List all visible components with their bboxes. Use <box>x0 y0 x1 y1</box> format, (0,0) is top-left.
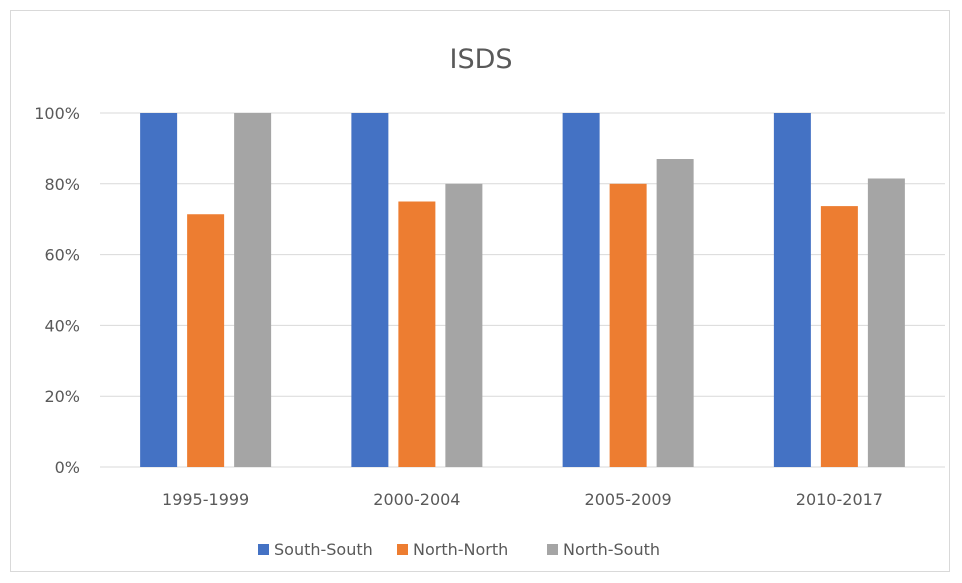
x-tick-label: 1995-1999 <box>162 490 249 509</box>
x-tick-label: 2010-2017 <box>796 490 883 509</box>
gridlines <box>100 112 945 468</box>
y-tick-label: 40% <box>44 316 80 335</box>
x-tick-label: 2000-2004 <box>373 490 460 509</box>
bar <box>351 113 389 467</box>
y-axis-ticks: 0% 20% 40% 60% 80% 100% <box>34 104 80 477</box>
legend-label: North-North <box>413 540 508 559</box>
bar <box>140 113 178 467</box>
legend-swatch <box>397 544 408 555</box>
legend-swatch <box>258 544 269 555</box>
legend-label: North-South <box>563 540 660 559</box>
legend-label: South-South <box>274 540 373 559</box>
bars <box>140 113 905 468</box>
y-tick-label: 100% <box>34 104 80 123</box>
bar <box>234 113 272 467</box>
bar <box>609 183 647 468</box>
bar <box>187 214 225 467</box>
x-tick-label: 2005-2009 <box>585 490 672 509</box>
bar <box>562 113 600 467</box>
legend: South-South North-North North-South <box>258 540 660 559</box>
bar <box>445 183 483 468</box>
x-axis-ticks: 1995-1999 2000-2004 2005-2009 2010-2017 <box>162 490 883 509</box>
y-tick-label: 0% <box>55 458 80 477</box>
y-tick-label: 80% <box>44 175 80 194</box>
y-tick-label: 20% <box>44 387 80 406</box>
y-tick-label: 60% <box>44 246 80 265</box>
chart-title: ISDS <box>449 44 512 75</box>
legend-swatch <box>547 544 558 555</box>
bar <box>773 113 811 467</box>
bar <box>820 206 858 468</box>
bar <box>656 159 694 467</box>
bar <box>867 178 905 468</box>
bar <box>398 201 436 467</box>
